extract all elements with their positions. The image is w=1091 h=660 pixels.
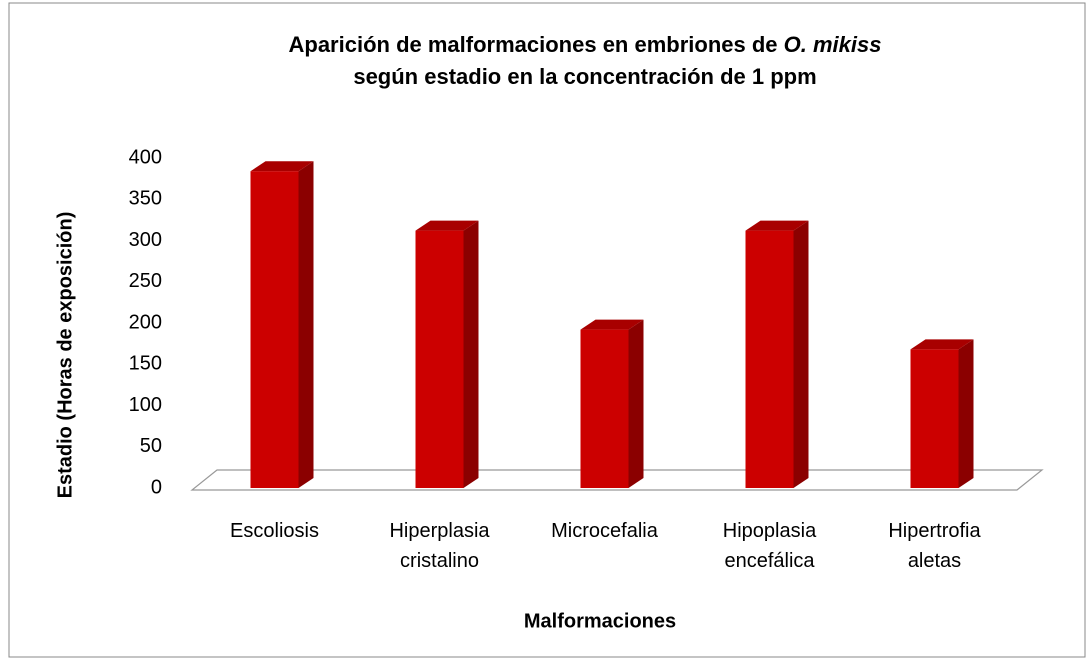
bar-top	[415, 220, 479, 231]
x-axis-title: Malformaciones	[524, 610, 676, 632]
x-tick-label-line: Hiperplasia	[389, 520, 490, 542]
bar-side	[628, 319, 644, 488]
y-tick-label: 50	[140, 435, 162, 457]
bar-side	[958, 339, 974, 488]
bar-front	[745, 230, 794, 488]
y-tick-label: 0	[151, 476, 162, 498]
y-tick-label: 200	[129, 311, 162, 333]
bar	[910, 339, 974, 488]
bar-front	[250, 171, 299, 488]
x-tick-label-line: Hipoplasia	[723, 520, 817, 542]
chart-title: Aparición de malformaciones en embriones…	[289, 32, 882, 57]
x-tick-label-line: encefálica	[724, 550, 815, 572]
y-tick-label: 350	[129, 188, 162, 210]
bar	[580, 319, 644, 488]
x-tick-label: Microcefalia	[551, 520, 659, 542]
x-tick-label: Escoliosis	[230, 520, 319, 542]
x-tick-label: Hipoplasia encefálica	[723, 520, 817, 572]
title-italic: O. mikiss	[784, 32, 882, 57]
bar-front	[910, 349, 959, 488]
y-tick-label: 250	[129, 270, 162, 292]
bar	[415, 220, 479, 488]
bar-side	[793, 220, 809, 488]
x-tick-label: Hiperplasia cristalino	[389, 520, 490, 572]
bar-top	[910, 339, 974, 350]
x-tick-label-line: aletas	[908, 550, 961, 572]
bar-top	[250, 161, 314, 172]
x-tick-label: Hipertrofia aletas	[888, 520, 981, 572]
y-tick-label: 400	[129, 146, 162, 168]
x-tick-label-line: Hipertrofia	[888, 520, 981, 542]
bar-front	[415, 230, 464, 488]
chart-border	[8, 2, 1086, 658]
y-axis-title: Estadio (Horas de exposición)	[54, 212, 76, 499]
y-tick-label: 100	[129, 394, 162, 416]
bar-top	[580, 319, 644, 330]
bar	[250, 161, 314, 488]
bar	[745, 220, 809, 488]
floor	[190, 469, 1044, 491]
y-tick-label: 150	[129, 353, 162, 375]
y-tick-label: 300	[129, 229, 162, 251]
bar-front	[580, 329, 629, 488]
chart-title: según estadio en la concentración de 1 p…	[353, 64, 816, 89]
bar-side	[298, 161, 314, 488]
x-tick-label-line: cristalino	[400, 550, 479, 572]
x-tick-label-line: Microcefalia	[551, 520, 659, 542]
title-text: Aparición de malformaciones en embriones…	[289, 32, 778, 57]
bar-side	[463, 220, 479, 488]
bar-top	[745, 220, 809, 231]
x-tick-label-line: Escoliosis	[230, 520, 319, 542]
